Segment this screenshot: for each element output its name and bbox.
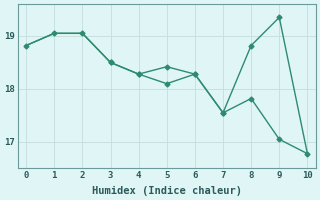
X-axis label: Humidex (Indice chaleur): Humidex (Indice chaleur) xyxy=(92,186,242,196)
